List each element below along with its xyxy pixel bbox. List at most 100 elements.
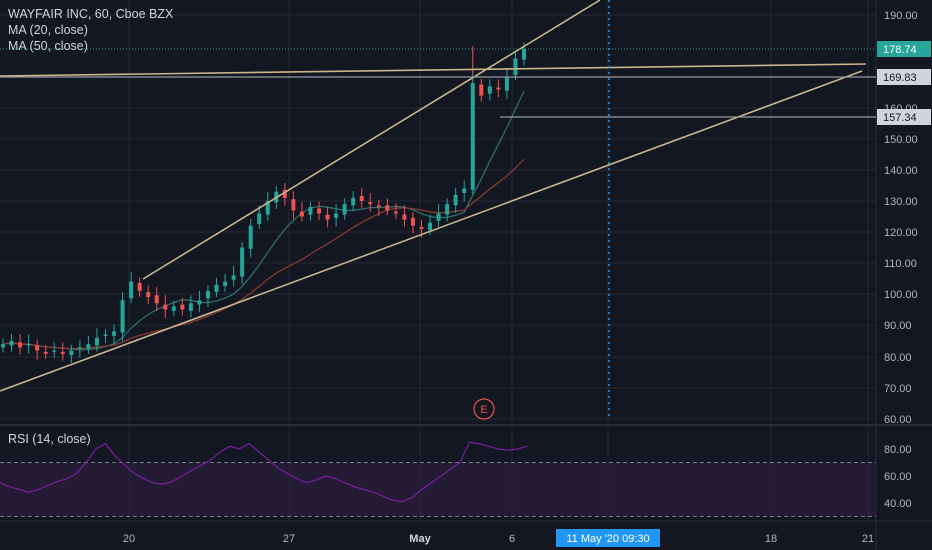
candle-body (9, 341, 14, 346)
candle-body (43, 351, 48, 354)
horizontal-trendline[interactable] (0, 63, 867, 77)
moving-averages (2, 90, 525, 351)
candle-body (223, 281, 228, 286)
candle-body (470, 83, 475, 190)
price-tick-label: 70.00 (884, 383, 912, 395)
candle-body (299, 211, 304, 217)
time-tick-label: 6 (509, 533, 515, 545)
earnings-e-icon[interactable] (473, 398, 495, 420)
candle-body (428, 222, 433, 231)
candle-body (479, 84, 484, 96)
candle-body (291, 199, 296, 211)
candle-body (197, 300, 202, 305)
price-tick-label: 190.00 (884, 10, 918, 22)
candle-body (487, 86, 492, 94)
candle-body (94, 337, 99, 346)
time-tick-label: 27 (283, 533, 295, 545)
candle-body (1, 344, 5, 348)
trendlines[interactable] (0, 0, 867, 392)
candle-body (171, 306, 176, 311)
candle-body (325, 214, 330, 220)
candle-body (112, 331, 117, 336)
horizontal-levels[interactable] (0, 0, 876, 420)
last-price-tag: 178.74 (883, 44, 917, 56)
candle-body (522, 49, 526, 60)
price-tick-label: 130.00 (884, 196, 918, 208)
symbol-title[interactable]: WAYFAIR INC, 60, Cboe BZX (8, 7, 174, 21)
candles (1, 42, 526, 363)
rsi-band-fill (0, 462, 876, 517)
ma50-legend[interactable]: MA (50, close) (8, 39, 88, 53)
candle-body (257, 213, 262, 224)
candle-body (86, 344, 91, 349)
candle-body (69, 350, 74, 356)
candle-body (410, 217, 415, 226)
time-tick-label: May (409, 533, 431, 545)
candle-body (26, 344, 31, 346)
candle-body (120, 300, 125, 333)
crosshair-time-bg (556, 529, 660, 547)
candle-body (445, 204, 450, 215)
axes: 60.00 70.00 80.00 90.00 100.00 110.00 120.00 13… (123, 10, 931, 547)
candle-body (180, 304, 185, 310)
candle-body (402, 214, 407, 220)
rsi-band (0, 462, 876, 517)
earnings-marker-label: E (480, 404, 487, 416)
support-trendline[interactable] (0, 70, 863, 392)
price-tick-label: 80.00 (884, 352, 912, 364)
ma20-line (2, 90, 525, 351)
price-tick-label: 120.00 (884, 227, 918, 239)
candle-body (308, 207, 313, 215)
level-157-tag: 157.34 (883, 112, 917, 124)
candle-body (393, 211, 398, 214)
candle-body (18, 342, 23, 348)
candle-body (35, 345, 40, 351)
rsi-tick-label: 40.00 (884, 498, 912, 510)
ma20-legend[interactable]: MA (20, close) (8, 23, 88, 37)
candle-body (368, 202, 373, 205)
candle-body (154, 295, 159, 304)
candle-body (504, 77, 509, 91)
candle-body (462, 188, 467, 193)
rsi-tick-label: 80.00 (884, 444, 912, 456)
candle-body (103, 334, 108, 336)
candle-body (513, 58, 518, 76)
resistance-trendline[interactable] (142, 0, 601, 280)
candle-body (188, 303, 193, 311)
time-tick-label: 20 (123, 533, 135, 545)
candle-body (146, 292, 151, 298)
candle-body (334, 213, 339, 218)
price-tick-label: 90.00 (884, 320, 912, 332)
candle-body (205, 290, 210, 299)
candle-body (52, 350, 57, 352)
level-169-tag-bg (877, 69, 931, 85)
candle-body (240, 247, 245, 277)
rsi-legend[interactable]: RSI (14, close) (8, 432, 91, 446)
candle-body (453, 194, 458, 206)
candle-body (77, 347, 82, 349)
candle-body (265, 201, 270, 215)
time-tick-label: 21 (862, 533, 874, 545)
level-157-tag-bg (877, 109, 931, 125)
price-tick-label: 150.00 (884, 134, 918, 146)
level-169-tag: 169.83 (883, 72, 917, 84)
candle-body (385, 205, 390, 211)
price-tick-label: 100.00 (884, 289, 918, 301)
candle-body (282, 189, 287, 198)
candle-body (317, 208, 322, 214)
candle-body (214, 284, 219, 293)
last-price-tag-bg (877, 41, 931, 57)
rsi-tick-label: 60.00 (884, 471, 912, 483)
crosshair-time-label: 11 May '20 09:30 (566, 533, 649, 545)
rsi-line-path (0, 441, 528, 503)
price-tick-label: 140.00 (884, 165, 918, 177)
price-tick-label: 60.00 (884, 414, 912, 426)
candle-body (376, 205, 381, 208)
candle-body (359, 196, 364, 201)
markers[interactable]: E (473, 398, 495, 420)
candle-body (163, 304, 168, 310)
candle-body (129, 281, 134, 299)
candle-body (496, 87, 501, 90)
